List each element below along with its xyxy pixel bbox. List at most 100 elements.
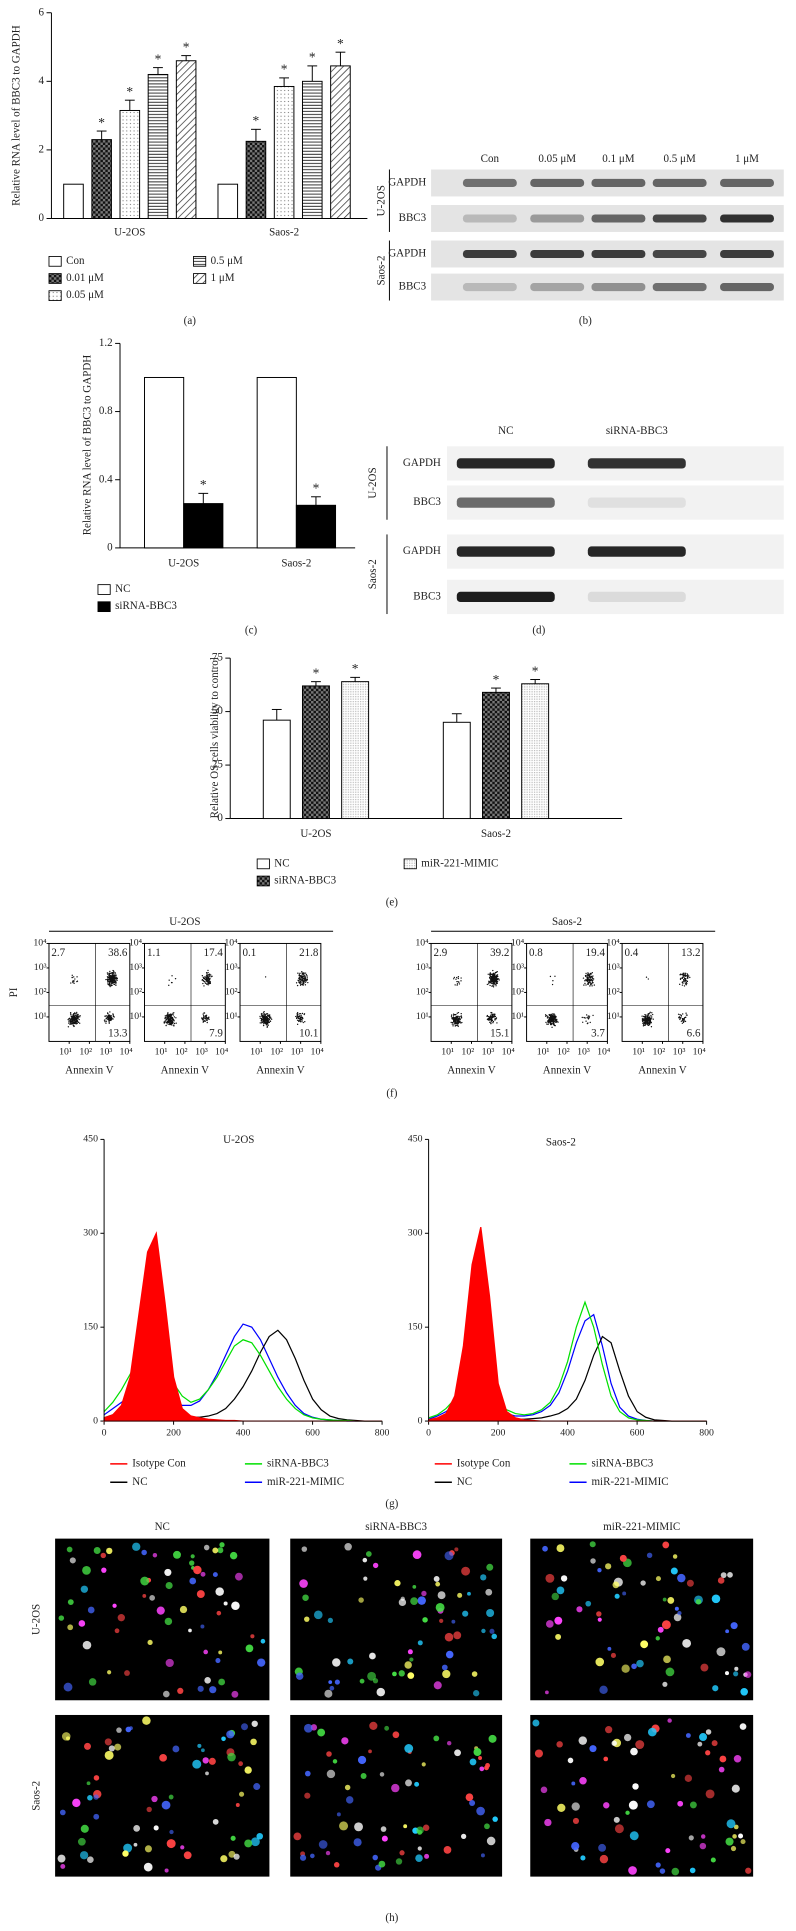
cell-dot: [208, 980, 210, 983]
cell: [717, 1577, 725, 1584]
cell-dot: [686, 980, 689, 983]
cell-dot: [106, 1017, 108, 1019]
cell: [486, 1836, 496, 1846]
legend-label: 0.01 μM: [66, 272, 104, 284]
legend-label: NC: [115, 583, 130, 595]
y-tick-label: 10³: [129, 962, 142, 973]
x-tick-label: 10³: [100, 1047, 113, 1058]
cell-dot: [298, 974, 300, 977]
cell-dot: [76, 1019, 78, 1022]
cell: [152, 1552, 158, 1558]
cell-dot: [210, 974, 212, 976]
cell-dot: [165, 1014, 167, 1017]
y-tick-label: 6: [39, 6, 45, 18]
cell: [189, 1560, 195, 1566]
cell: [640, 1640, 649, 1649]
cell: [100, 1552, 106, 1559]
cell: [200, 1624, 205, 1629]
cell-dot: [681, 984, 684, 986]
cell-dot: [453, 1022, 456, 1024]
y-tick-label: 10⁴: [224, 938, 238, 949]
cell-dot: [684, 977, 686, 980]
cell-dot: [173, 1012, 175, 1014]
cell-dot: [488, 983, 490, 985]
cell-dot: [458, 983, 461, 985]
cell: [598, 1843, 607, 1852]
cell: [571, 1802, 580, 1811]
bar: [217, 183, 239, 219]
significance-mark: *: [352, 661, 359, 676]
cell: [142, 1716, 151, 1725]
cell: [404, 1661, 412, 1669]
x-tick-label: U-2OS: [300, 828, 331, 840]
cell-dot: [267, 1015, 270, 1017]
cell: [625, 1810, 630, 1815]
cell: [741, 1642, 750, 1651]
y-tick-label: 10¹: [129, 1011, 142, 1022]
y-tick-label: 0.8: [99, 405, 113, 417]
bar: [144, 376, 185, 549]
cell-dot: [300, 1014, 302, 1016]
cell: [465, 1793, 474, 1802]
cell: [256, 1832, 264, 1840]
cell-dot: [296, 1019, 299, 1021]
cell-dot: [112, 978, 114, 981]
y-tick-label: 10¹: [607, 1011, 620, 1022]
cell-dot: [649, 1020, 652, 1023]
cell-dot: [455, 978, 457, 980]
bar: [262, 719, 291, 820]
cell-dot: [684, 972, 687, 975]
cell: [589, 1745, 597, 1753]
cell-dot: [495, 1017, 498, 1019]
cell-dot: [201, 979, 204, 981]
x-tick-label: 10⁴: [311, 1047, 325, 1058]
quadrant-value: 1.1: [147, 947, 161, 959]
cell-dot: [268, 1018, 271, 1021]
cell-dot: [644, 1021, 647, 1023]
cell-dot: [69, 1021, 71, 1023]
cell-dot: [641, 1020, 644, 1023]
cell: [93, 1547, 101, 1555]
cell-dot: [103, 1019, 106, 1021]
cell-dot: [170, 1022, 173, 1024]
significance-mark: *: [313, 481, 320, 496]
cell: [445, 1650, 454, 1659]
cell: [376, 1687, 386, 1697]
cell: [585, 1600, 592, 1607]
cell-dot: [72, 1024, 75, 1027]
cell-dot: [173, 1022, 176, 1025]
cell: [124, 1670, 130, 1676]
cell-dot: [496, 1022, 498, 1024]
cell: [699, 1733, 708, 1742]
cell-dot: [109, 1015, 111, 1018]
cell-dot: [682, 982, 684, 984]
cell-dot: [683, 974, 685, 977]
cell-dot: [457, 1020, 459, 1022]
cell: [415, 1854, 423, 1862]
x-tick-label: U-2OS: [114, 227, 145, 239]
cell: [422, 1824, 430, 1831]
cell-dot: [210, 976, 212, 978]
cell: [151, 1795, 158, 1803]
cell: [673, 1613, 682, 1622]
cell-dot: [296, 1015, 299, 1017]
cell-dot: [489, 972, 492, 974]
cell: [611, 1740, 617, 1746]
cell-dot: [111, 971, 114, 974]
cell: [149, 1595, 156, 1601]
x-axis-label: Annexin V: [161, 1064, 209, 1076]
cell-dot: [456, 1024, 458, 1027]
cell-dot: [492, 1022, 494, 1024]
cell: [203, 1544, 210, 1551]
cell: [677, 1611, 682, 1616]
cell-dot: [592, 978, 595, 980]
cell-dot: [460, 1012, 462, 1015]
cell-dot: [458, 1017, 461, 1020]
x-tick-label: 10³: [482, 1047, 495, 1058]
cell-dot: [590, 976, 592, 978]
x-tick-label: 400: [560, 1428, 575, 1439]
cell: [310, 1853, 315, 1859]
x-axis-label: Annexin V: [543, 1064, 591, 1076]
cell-dot: [495, 979, 498, 982]
cell-dot: [73, 976, 75, 978]
